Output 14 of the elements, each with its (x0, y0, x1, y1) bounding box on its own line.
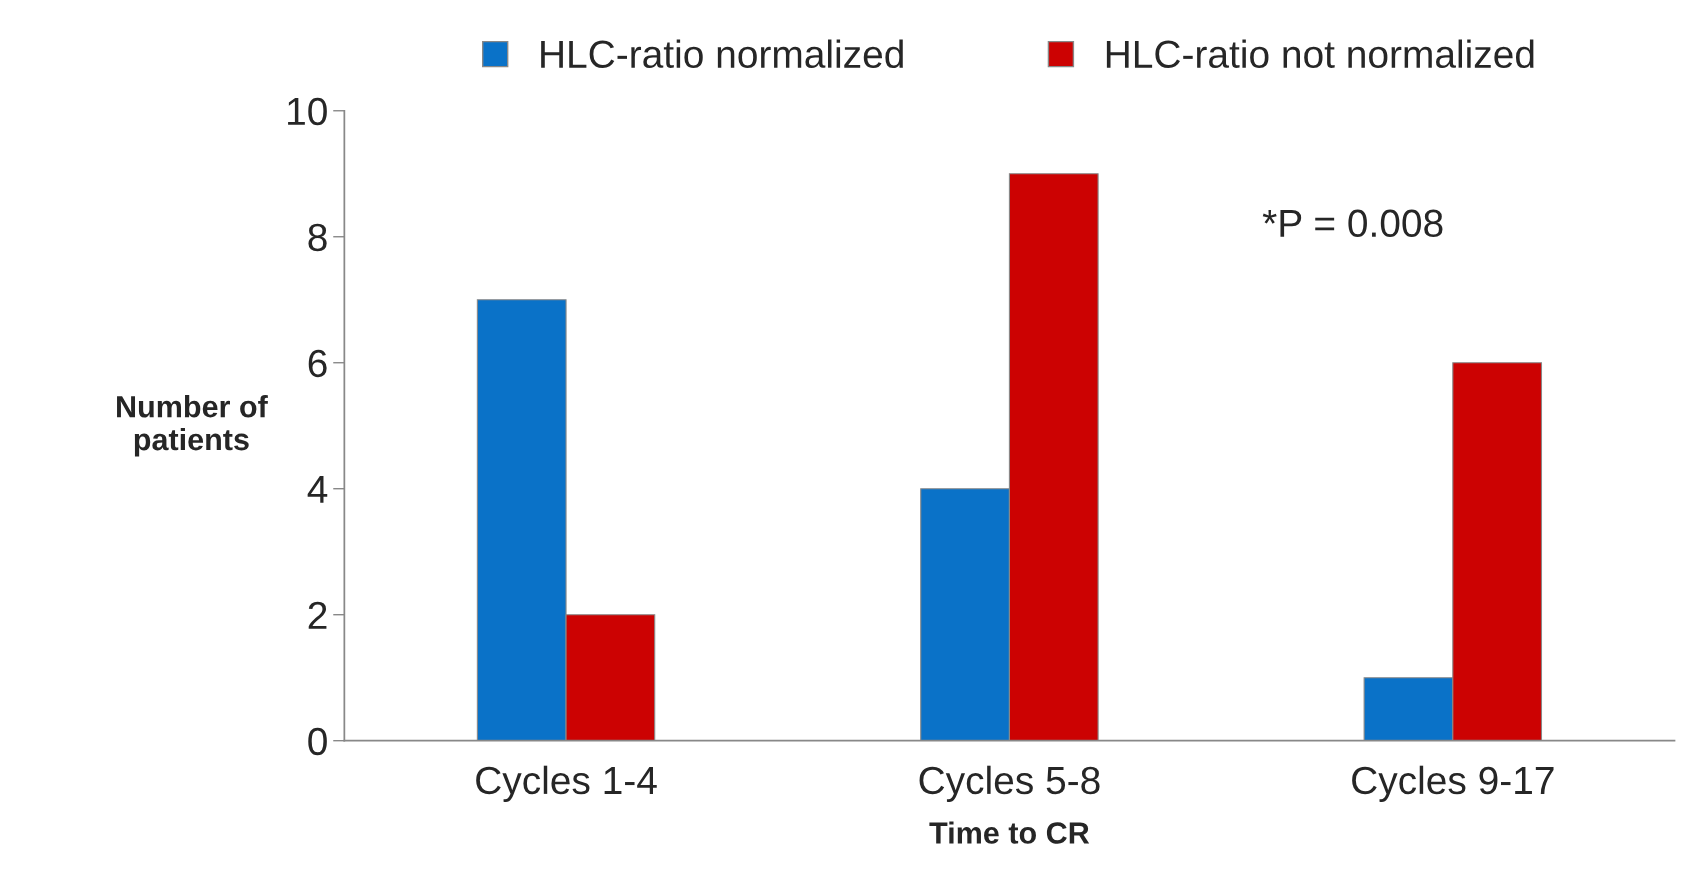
x-tick-label: Cycles 1-4 (476, 765, 657, 802)
x-axis-title: Time to CR (929, 821, 1090, 844)
x-tick-label: Cycles 9-17 (1352, 765, 1554, 802)
y-tick-label: 10 (288, 97, 327, 126)
y-tick-label: 6 (308, 349, 327, 378)
y-tick-label: 2 (308, 601, 327, 629)
y-tick-label: 0 (308, 727, 327, 756)
x-tick-label: Cycles 5-8 (919, 765, 1100, 802)
annotation: *P = 0.008 (1262, 209, 1443, 238)
y-tick-label: 4 (307, 476, 328, 503)
legend-label: HLC-ratio not normalized (1106, 39, 1534, 69)
y-tick-label: 8 (308, 223, 327, 252)
y-axis-title: Number of patients (117, 395, 268, 457)
legend-label: HLC-ratio normalized (541, 39, 903, 69)
